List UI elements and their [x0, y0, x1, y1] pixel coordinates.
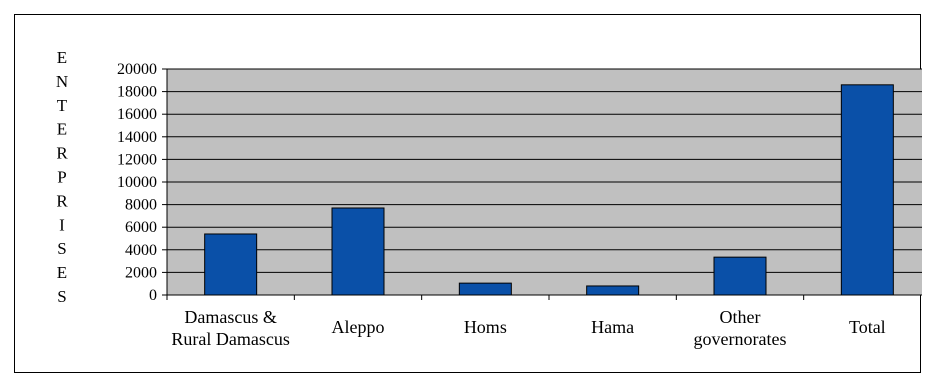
- x-category-label: Other: [720, 307, 761, 327]
- y-tick-label: 12000: [117, 151, 157, 168]
- y-axis-label-letter: N: [56, 72, 68, 91]
- y-axis-ticks: 0 2000 4000 6000 8000 10000 12000 14000 16000 180…: [117, 61, 167, 304]
- y-axis-label-letter: T: [57, 96, 68, 115]
- y-tick-label: 4000: [125, 242, 157, 259]
- y-tick-label: 0: [149, 287, 157, 304]
- y-tick-label: 8000: [125, 197, 157, 214]
- y-axis-label-letter: E: [57, 48, 67, 67]
- y-tick-label: 14000: [117, 129, 157, 146]
- bar: [331, 207, 385, 296]
- x-category-label: Damascus &: [184, 307, 276, 327]
- y-axis-label-letter: E: [57, 263, 67, 282]
- x-category-label: Aleppo: [332, 317, 385, 337]
- y-axis-label-letter: S: [57, 239, 66, 258]
- x-category-label: Total: [849, 317, 886, 337]
- y-axis-label-letter: S: [57, 287, 66, 306]
- y-axis-label-letter: E: [57, 120, 67, 139]
- x-axis-categories: Damascus &Rural Damascus Aleppo Homs Hama Ot…: [166, 295, 886, 349]
- y-tick-label: 18000: [117, 84, 157, 101]
- y-tick-label: 20000: [117, 61, 157, 78]
- y-axis-label-letter: R: [56, 144, 68, 163]
- y-axis-label-letter: R: [56, 191, 68, 210]
- x-category-label: Homs: [464, 317, 507, 337]
- y-tick-label: 16000: [117, 106, 157, 123]
- y-tick-label: 6000: [125, 219, 157, 236]
- x-category-label: governorates: [694, 329, 787, 349]
- y-axis-label-letter: P: [57, 168, 66, 187]
- bar: [840, 84, 894, 296]
- bar: [586, 285, 640, 296]
- bar: [204, 233, 258, 296]
- y-axis-label-letter: I: [59, 215, 65, 234]
- y-tick-label: 2000: [125, 264, 157, 281]
- x-category-label: Rural Damascus: [171, 329, 289, 349]
- plot-area: [166, 68, 922, 296]
- y-tick-label: 10000: [117, 174, 157, 191]
- bar: [458, 282, 512, 296]
- x-category-label: Hama: [591, 317, 634, 337]
- bars: [204, 84, 894, 296]
- bar: [713, 256, 767, 296]
